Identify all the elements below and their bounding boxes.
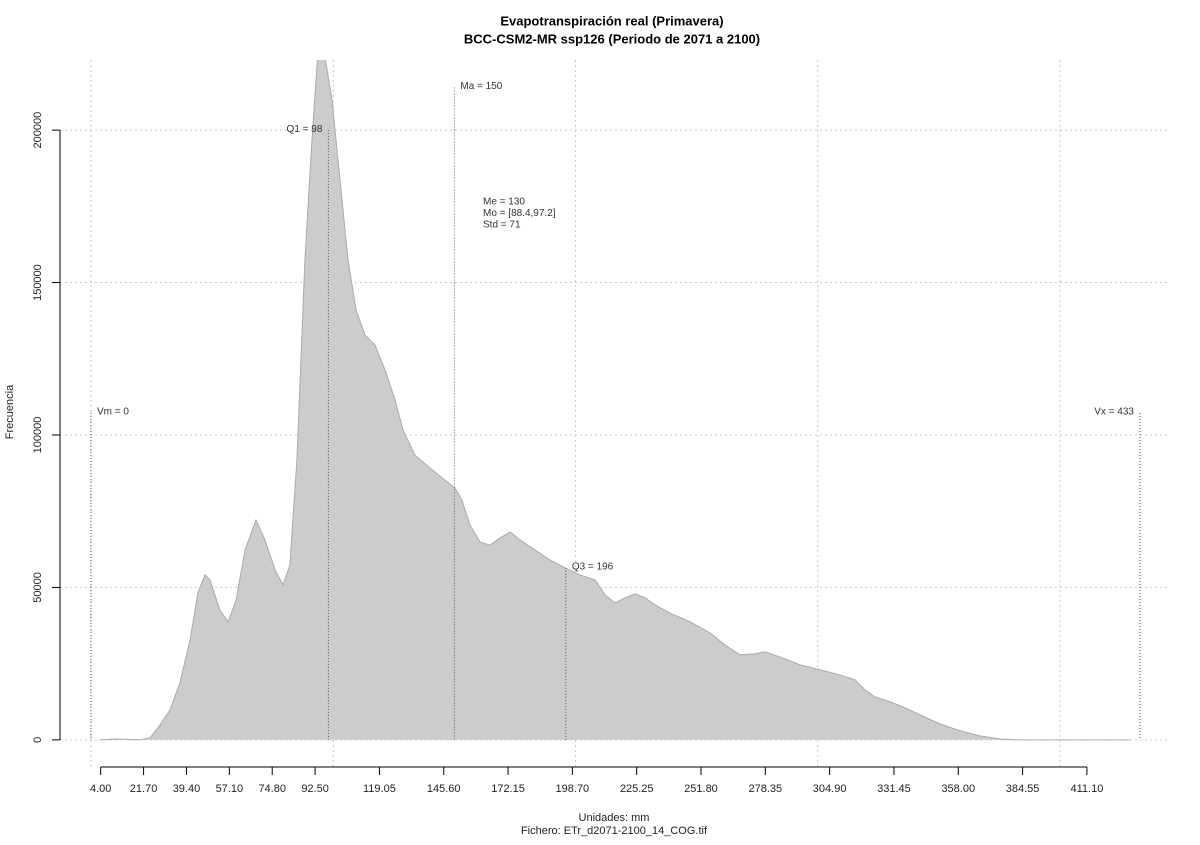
x-tick-label: 225.25: [620, 783, 654, 795]
chart-title: Evapotranspiración real (Primavera): [500, 13, 723, 28]
caption: Fichero: ETr_d2071-2100_14_COG.tif: [521, 825, 708, 837]
annotation-label: Q1 = 98: [287, 124, 323, 135]
x-axis-label: Unidades: mm: [579, 812, 650, 824]
x-tick-label: 331.45: [877, 783, 911, 795]
y-tick-label: 0: [32, 737, 44, 743]
x-tick-label: 74.80: [258, 783, 286, 795]
x-tick-label: 21.70: [130, 783, 158, 795]
y-tick-label: 100000: [32, 417, 44, 454]
x-tick-label: 57.10: [216, 783, 244, 795]
x-tick-label: 92.50: [301, 783, 329, 795]
x-tick-label: 384.55: [1006, 783, 1040, 795]
x-tick-label: 358.00: [941, 783, 975, 795]
y-tick-label: 200000: [32, 112, 44, 149]
x-tick-label: 119.05: [363, 783, 396, 795]
annotation-label: Q3 = 196: [572, 562, 614, 573]
x-tick-label: 304.90: [813, 783, 847, 795]
y-tick-label: 150000: [32, 264, 44, 301]
y-tick-label: 50000: [32, 572, 44, 603]
x-tick-label: 198.70: [556, 783, 590, 795]
stats-label: Std = 71: [483, 220, 521, 231]
annotation-label: Ma = 150: [460, 81, 502, 92]
stats-label: Mo = [88.4,97.2]: [483, 208, 556, 219]
x-tick-label: 411.10: [1070, 783, 1103, 795]
x-tick-label: 251.80: [684, 783, 718, 795]
x-tick-label: 172.15: [491, 783, 525, 795]
density-area: [99, 60, 1131, 740]
chart-subtitle: BCC-CSM2-MR ssp126 (Periodo de 2071 a 21…: [464, 31, 760, 46]
annotation-label: Vx = 433: [1094, 407, 1134, 418]
x-tick-label: 4.00: [90, 783, 111, 795]
y-axis-label: Frecuencia: [4, 384, 16, 439]
density-line: [99, 60, 1131, 741]
x-tick-label: 39.40: [173, 783, 201, 795]
annotation-label: Vm = 0: [97, 407, 129, 418]
x-tick-label: 145.60: [427, 783, 461, 795]
stats-label: Me = 130: [483, 197, 525, 208]
x-tick-label: 278.35: [748, 783, 782, 795]
